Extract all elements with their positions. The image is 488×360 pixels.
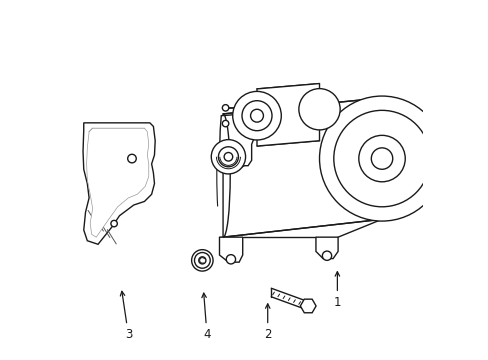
Text: 1: 1 bbox=[333, 272, 341, 309]
Circle shape bbox=[218, 147, 238, 167]
Polygon shape bbox=[223, 98, 381, 237]
Circle shape bbox=[111, 220, 117, 227]
Circle shape bbox=[322, 251, 331, 260]
Circle shape bbox=[358, 135, 405, 182]
Circle shape bbox=[198, 257, 205, 264]
Circle shape bbox=[211, 140, 245, 174]
Polygon shape bbox=[86, 128, 148, 237]
Polygon shape bbox=[219, 114, 255, 169]
Circle shape bbox=[194, 252, 210, 268]
Circle shape bbox=[127, 154, 136, 163]
Text: 3: 3 bbox=[120, 291, 132, 341]
Circle shape bbox=[222, 120, 228, 127]
Circle shape bbox=[333, 111, 429, 207]
Circle shape bbox=[250, 109, 263, 122]
Polygon shape bbox=[83, 123, 155, 244]
Circle shape bbox=[452, 135, 458, 141]
Text: 4: 4 bbox=[202, 293, 210, 341]
Circle shape bbox=[226, 255, 235, 264]
Polygon shape bbox=[257, 84, 319, 146]
Polygon shape bbox=[315, 237, 337, 258]
Circle shape bbox=[232, 91, 281, 140]
Circle shape bbox=[319, 96, 444, 221]
Polygon shape bbox=[219, 237, 242, 262]
Polygon shape bbox=[300, 299, 315, 313]
Circle shape bbox=[224, 153, 232, 161]
Circle shape bbox=[222, 105, 228, 111]
Circle shape bbox=[242, 101, 271, 131]
Circle shape bbox=[191, 249, 213, 271]
Circle shape bbox=[370, 148, 392, 169]
Text: 2: 2 bbox=[264, 304, 271, 341]
Circle shape bbox=[298, 89, 340, 130]
